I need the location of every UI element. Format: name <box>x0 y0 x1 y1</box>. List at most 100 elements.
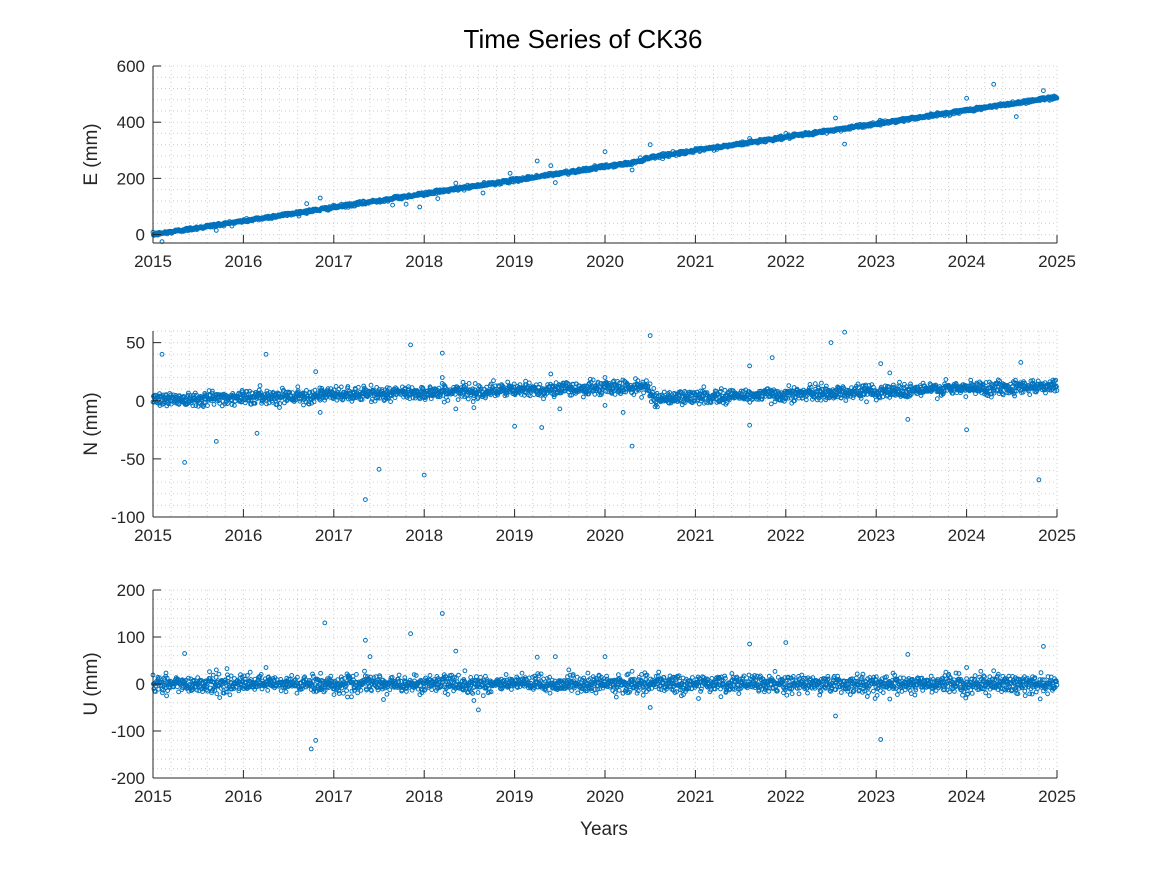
subplot-u: 2015 2016 2017 2018 2019 2020 2021 2022 2023 2024… <box>81 581 1076 806</box>
y-axis-label-e: E (mm) <box>81 123 102 185</box>
point <box>359 397 365 402</box>
point <box>229 402 235 407</box>
point <box>441 399 447 405</box>
outlier-point <box>783 131 789 136</box>
x-tick-label: 2022 <box>767 526 805 545</box>
point <box>190 403 196 409</box>
data-points-n <box>150 329 1060 503</box>
x-tick-label: 2024 <box>948 252 986 271</box>
x-tick-label: 2025 <box>1038 252 1076 271</box>
y-tick-label: 0 <box>136 392 145 411</box>
subplot-n: 2015 2016 2017 2018 2019 2020 2021 2022 2023 2024… <box>81 329 1076 545</box>
outlier-point <box>842 141 847 147</box>
point <box>259 400 265 406</box>
outlier-point <box>1013 114 1019 119</box>
point <box>466 381 472 386</box>
grid-n <box>152 330 1058 518</box>
outlier-point <box>480 190 486 196</box>
point <box>319 386 325 391</box>
point <box>495 392 501 398</box>
outlier-point <box>629 167 635 173</box>
point <box>422 397 428 403</box>
point <box>242 400 248 406</box>
point <box>409 385 415 391</box>
point <box>257 383 263 389</box>
subplot-e: 2015 2016 2017 2018 2019 2020 2021 2022 2023 2024… <box>81 57 1076 271</box>
point <box>465 396 471 402</box>
point <box>569 392 574 398</box>
point <box>491 378 496 384</box>
point <box>459 393 465 399</box>
point <box>205 403 210 409</box>
point <box>1054 95 1060 101</box>
point <box>361 383 367 389</box>
x-tick-label: 2017 <box>315 526 353 545</box>
point <box>345 384 351 389</box>
point <box>210 388 215 394</box>
x-tick-label: 2019 <box>496 526 534 545</box>
y-tick-label: 600 <box>117 57 145 76</box>
x-tick-label: 2023 <box>857 526 895 545</box>
point <box>551 394 557 400</box>
point <box>312 387 318 393</box>
y-tick-label: 400 <box>117 113 145 132</box>
outlier-point <box>552 180 558 186</box>
point <box>384 385 390 391</box>
point <box>388 399 394 405</box>
point <box>160 392 166 398</box>
x-tick-label: 2017 <box>315 252 353 271</box>
point <box>331 387 337 393</box>
point <box>559 389 565 394</box>
outlier-point <box>991 81 997 87</box>
x-tick-label: 2025 <box>1038 526 1076 545</box>
point <box>274 402 280 407</box>
x-tick-label: 2016 <box>224 526 262 545</box>
outlier-point <box>602 149 608 155</box>
point <box>356 384 361 390</box>
x-tick-label: 2015 <box>134 526 172 545</box>
point <box>186 390 191 396</box>
x-tick-label: 2018 <box>405 252 443 271</box>
point <box>252 400 258 406</box>
outlier-point <box>390 202 396 208</box>
outlier-point <box>833 115 838 121</box>
point <box>526 380 532 386</box>
point <box>211 402 217 407</box>
outlier-point <box>304 201 310 207</box>
point <box>290 390 295 396</box>
outlier-point <box>417 204 423 210</box>
y-tick-label: -100 <box>111 508 145 527</box>
outlier-point <box>507 170 513 176</box>
x-tick-label: 2023 <box>857 252 895 271</box>
figure-title: Time Series of CK36 <box>464 24 703 54</box>
point <box>258 390 264 396</box>
point <box>445 398 451 403</box>
outlier-point <box>747 136 752 141</box>
point <box>511 381 517 387</box>
outlier-point <box>548 163 554 169</box>
x-tick-label: 2020 <box>586 252 624 271</box>
x-tick-label: 2022 <box>767 252 805 271</box>
outlier-point <box>1041 88 1046 94</box>
point <box>217 401 223 406</box>
y-tick-label: 200 <box>117 169 145 188</box>
x-tick-label: 2018 <box>405 526 443 545</box>
y-tick-label: -50 <box>120 450 145 469</box>
point <box>505 379 511 385</box>
point <box>306 401 312 407</box>
point <box>301 402 306 408</box>
point <box>317 397 323 403</box>
point <box>334 397 340 403</box>
outlier-point <box>453 180 459 186</box>
point <box>311 399 317 405</box>
point <box>488 381 494 387</box>
point <box>333 384 339 389</box>
y-axis-label-n: N (mm) <box>81 392 102 455</box>
point <box>455 397 461 403</box>
point <box>368 382 374 388</box>
x-tick-label: 2021 <box>676 252 714 271</box>
point <box>325 386 331 392</box>
outlier-point <box>534 158 540 164</box>
outlier-point <box>213 228 219 233</box>
